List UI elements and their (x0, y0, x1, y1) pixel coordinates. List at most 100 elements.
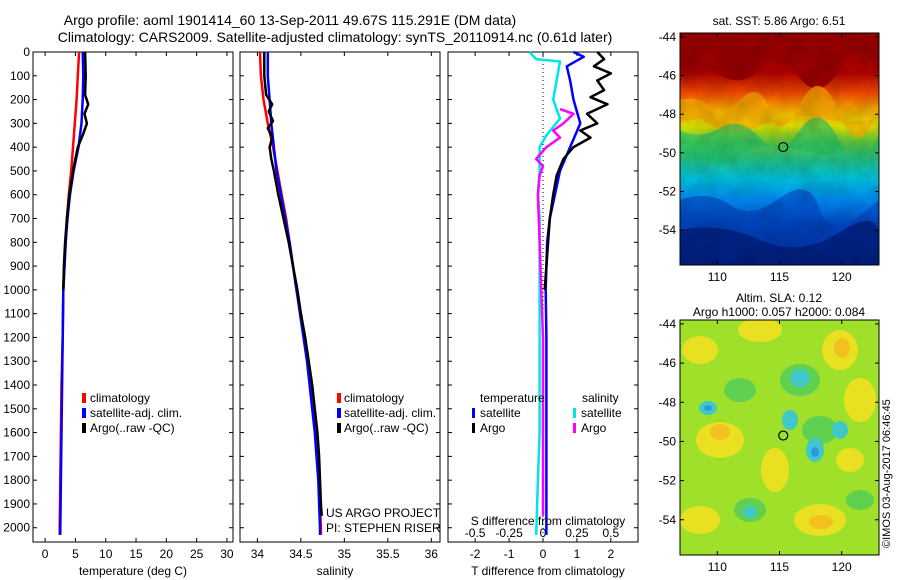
depth-tick-label: 1400 (3, 378, 30, 392)
legend-label-climatology: climatology (344, 391, 404, 405)
legend-label-argo: Argo(..raw -QC) (90, 421, 175, 435)
sla-map-title-line2: Argo h1000: 0.057 h2000: 0.084 (693, 305, 865, 319)
header-subtitle: Climatology: CARS2009. Satellite-adjuste… (58, 29, 613, 45)
temperature-xlabel: temperature (deg C) (79, 564, 187, 578)
sla-map-image (680, 320, 879, 555)
depth-tick-label: 300 (10, 116, 30, 130)
legend-swatch-satellite (337, 408, 341, 418)
legend-header-salinity: salinity (582, 391, 619, 405)
map-y-tick-label: -44 (659, 317, 677, 331)
sst-map-title: sat. SST: 5.86 Argo: 6.51 (713, 14, 846, 28)
temperature-plot: 0 5 10 15 20 25 30 (42, 51, 234, 561)
salinity-panel-frame (239, 51, 441, 543)
imos-stamp: ©IMOS 03-Aug-2017 06:46:45 (881, 399, 893, 548)
depth-tick-label: 200 (10, 93, 30, 107)
series-line (62, 51, 90, 290)
legend-label-t-satellite: satellite (480, 406, 521, 420)
difference-xlabel: T difference from climatology (471, 564, 625, 578)
map-x-tick-label: 115 (770, 560, 789, 574)
map-x-tick-label: 110 (708, 270, 727, 284)
legend-label-s-satellite: satellite (581, 406, 622, 420)
x-tick-label: 2 (608, 547, 615, 561)
legend-label-satellite: satellite-adj. clim. (344, 406, 436, 420)
depth-tick-label: 1100 (4, 307, 30, 321)
s-tick-label: -0.5 (465, 526, 486, 540)
project-label: US ARGO PROJECT (326, 506, 441, 520)
depth-tick-label: 700 (10, 212, 30, 226)
legend-swatch-climatology (82, 393, 86, 403)
salinity-xlabel: salinity (317, 564, 354, 578)
map-y-tick-label: -48 (659, 395, 677, 409)
x-tick-label: 20 (160, 547, 174, 561)
legend-swatch-t-argo (472, 423, 475, 433)
map-y-tick-label: -48 (659, 107, 677, 121)
sla-map-title-line1: Altim. SLA: 0.12 (736, 291, 822, 305)
argo-position-marker (778, 430, 789, 441)
depth-tick-label: 600 (10, 188, 30, 202)
map-y-tick-label: -44 (659, 30, 677, 44)
argo-position-marker (778, 141, 789, 153)
salinity-plot: 34 34.5 35 35.5 36 (251, 51, 438, 561)
sst-map-axes: 110 115 120 -44 -46 -48 -50 -52 -54 (659, 30, 879, 284)
series-line (534, 107, 575, 516)
map-y-tick-label: -54 (659, 223, 677, 237)
series-line (543, 51, 613, 290)
legend-label-s-argo: Argo (581, 421, 607, 435)
sla-map-axes: 110 115 120 -44 -46 -48 -50 -52 -54 (659, 317, 879, 574)
depth-tick-label: 0 (23, 45, 30, 59)
depth-tick-label: 2000 (3, 521, 30, 535)
depth-tick-label: 1700 (3, 449, 30, 463)
temperature-panel-frame (32, 51, 234, 543)
map-y-tick-label: -54 (659, 513, 677, 527)
x-tick-label: 10 (99, 547, 113, 561)
x-tick-label: -2 (470, 547, 481, 561)
legend-swatch-argo (337, 423, 341, 433)
depth-tick-label: 1200 (3, 330, 30, 344)
x-tick-label: 1 (574, 547, 581, 561)
legend-swatch-climatology (337, 393, 341, 403)
x-tick-label: 34.5 (289, 547, 313, 561)
depth-tick-label: 400 (10, 140, 30, 154)
map-x-tick-label: 115 (770, 270, 789, 284)
legend-header-temperature: temperature (480, 391, 545, 405)
s-tick-label: 0.25 (565, 526, 589, 540)
x-tick-label: 35 (338, 547, 352, 561)
legend-label-argo: Argo(..raw -QC) (344, 421, 429, 435)
depth-tick-label: 1300 (3, 354, 30, 368)
x-tick-label: 0 (540, 547, 547, 561)
series-line (528, 51, 562, 535)
map-y-tick-label: -46 (659, 356, 677, 370)
legend-swatch-satellite (82, 408, 86, 418)
depth-tick-label: 1800 (3, 473, 30, 487)
depth-tick-label: 1900 (3, 497, 30, 511)
depth-axis: 0 100 200 300 400 500 600 700 800 900 1000 1100 1200… (3, 45, 638, 535)
map-y-tick-label: -50 (659, 146, 677, 160)
legend-label-t-argo: Argo (480, 421, 506, 435)
x-tick-label: 30 (220, 547, 234, 561)
legend-swatch-s-argo (573, 423, 576, 433)
s-tick-label: 0.5 (603, 526, 620, 540)
map-y-tick-label: -46 (659, 69, 677, 83)
s-tick-label: 0 (540, 526, 547, 540)
map-x-tick-label: 120 (832, 560, 852, 574)
x-tick-label: 34 (251, 547, 265, 561)
legend-swatch-s-satellite (573, 408, 576, 418)
series-line (263, 52, 323, 516)
map-y-tick-label: -50 (659, 434, 677, 448)
map-y-tick-label: -52 (659, 185, 677, 199)
series-line (544, 50, 585, 535)
legend-label-satellite: satellite-adj. clim. (90, 406, 182, 420)
x-tick-label: 35.5 (376, 547, 400, 561)
difference-legend: temperature salinity satellite Argo sate… (472, 391, 622, 435)
depth-tick-label: 800 (10, 235, 30, 249)
difference-plot: -2 -1 0 1 2 -0.5 -0.25 0 0.25 0.5 (465, 50, 620, 561)
x-tick-label: 0 (42, 547, 49, 561)
depth-tick-label: 100 (10, 69, 30, 83)
map-x-tick-label: 110 (708, 560, 727, 574)
depth-tick-label: 1600 (3, 426, 30, 440)
depth-tick-label: 900 (10, 259, 30, 273)
x-tick-label: 25 (190, 547, 204, 561)
map-x-tick-label: 120 (832, 270, 852, 284)
x-tick-label: 5 (72, 547, 79, 561)
